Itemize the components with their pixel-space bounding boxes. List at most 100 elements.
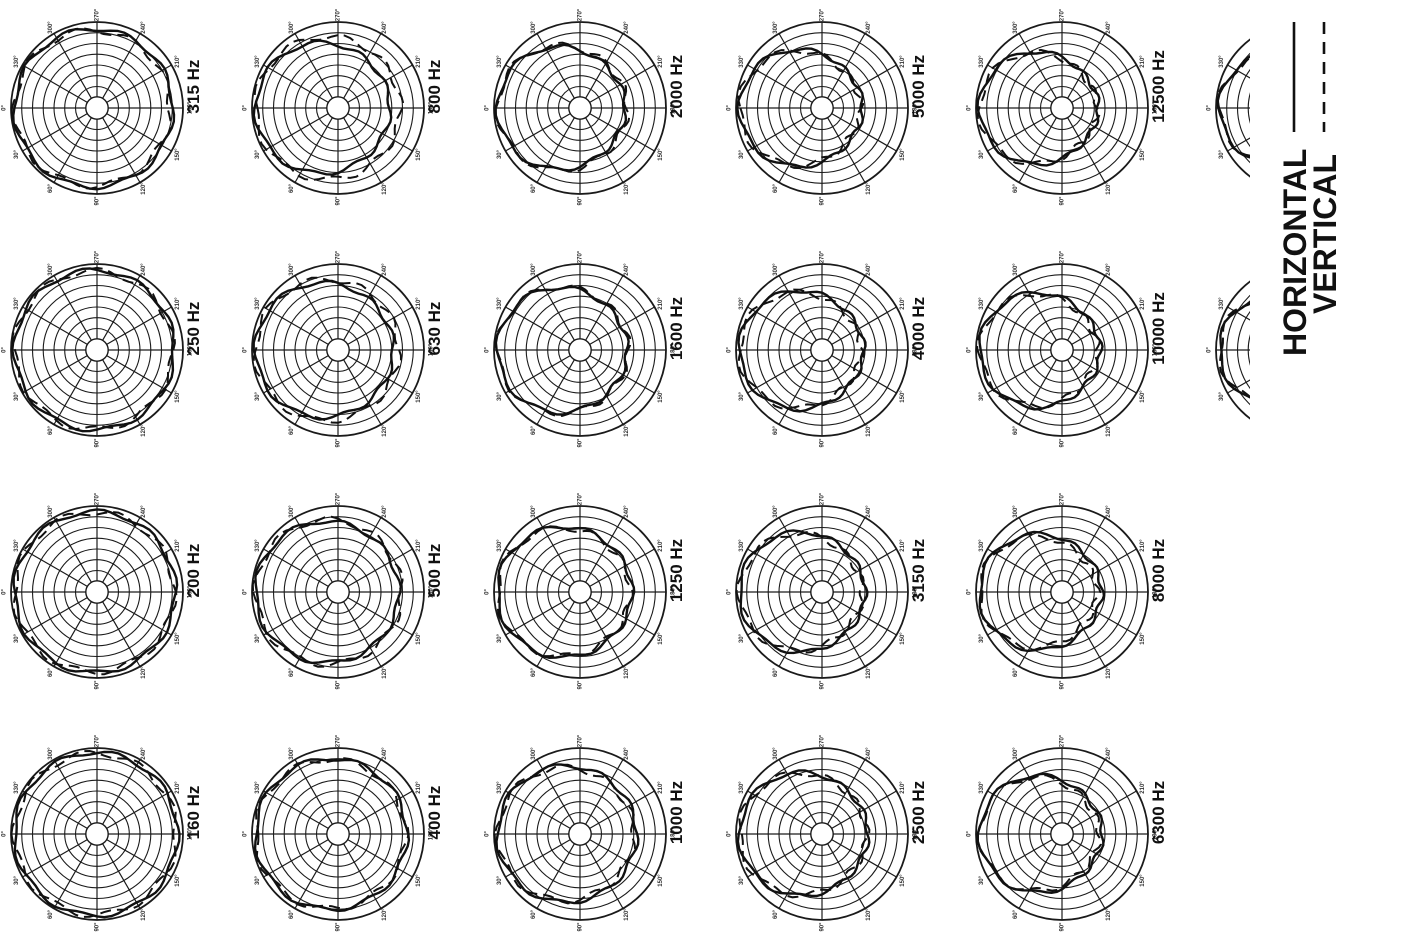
polar-spoke: [585, 759, 624, 825]
polar-spoke: [1067, 359, 1106, 425]
horizontal-response-curve: [736, 769, 871, 898]
angle-tick-label: 330°: [14, 781, 20, 794]
angle-tick-label: 210°: [900, 781, 906, 794]
polar-spoke: [987, 548, 1053, 587]
polar-spoke: [343, 117, 382, 183]
polar-spoke: [505, 306, 571, 345]
polar-plots-canvas: 0° 30° 60° 90° 120° 150° 180° 210° 240° 270° 300° 3…: [2, 8, 1250, 932]
angle-tick-label: 240°: [382, 747, 388, 760]
frequency-label: 400 Hz: [425, 786, 444, 840]
polar-spoke: [263, 839, 329, 878]
polar-spoke: [778, 117, 817, 183]
vertical-response-curve: [253, 34, 405, 182]
polar-spoke: [22, 597, 88, 636]
angle-tick-label: 240°: [624, 263, 630, 276]
angle-tick-label: 120°: [866, 182, 872, 195]
polar-plot: 0° 30° 60° 90° 120° 150° 180° 210° 240° 270° 300° 3…: [967, 250, 1168, 447]
angle-tick-label: 90°: [1060, 680, 1066, 690]
angle-tick-label: 270°: [95, 250, 101, 263]
polar-spoke: [987, 64, 1053, 103]
angle-tick-label: 240°: [141, 747, 147, 760]
angle-tick-label: 180°: [429, 343, 435, 356]
angle-tick-label: 180°: [913, 101, 919, 114]
polar-spoke: [831, 839, 897, 878]
frequency-label: 1250 Hz: [667, 539, 686, 602]
angle-tick-label: 210°: [900, 297, 906, 310]
angle-tick-label: 300°: [289, 263, 295, 276]
angle-tick-label: 150°: [658, 874, 664, 887]
polar-spoke: [22, 548, 88, 587]
angle-tick-label: 240°: [382, 263, 388, 276]
polar-spoke: [294, 117, 333, 183]
polar-plot: 0° 30° 60° 90° 120° 150° 180° 210° 240° 270° 300° 3…: [967, 492, 1168, 689]
angle-tick-label: 150°: [900, 632, 906, 645]
angle-tick-label: 30°: [497, 391, 503, 401]
angle-tick-label: 30°: [739, 149, 745, 159]
polar-spoke: [294, 275, 333, 341]
angle-tick-label: 150°: [416, 632, 422, 645]
angle-tick-label: 0°: [2, 589, 8, 595]
polar-spoke: [778, 275, 817, 341]
polar-spoke: [106, 597, 172, 636]
angle-tick-label: 180°: [429, 585, 435, 598]
angle-tick-label: 270°: [578, 250, 584, 263]
polar-spoke: [1227, 306, 1250, 321]
polar-spoke: [53, 117, 92, 183]
polar-spoke: [987, 839, 1053, 878]
polar-spoke: [505, 113, 571, 152]
angle-tick-label: 30°: [979, 875, 985, 885]
polar-spoke: [1071, 306, 1137, 345]
polar-spoke: [747, 790, 813, 829]
polar-center: [85, 822, 109, 846]
angle-tick-label: 330°: [497, 781, 503, 794]
polar-plot: 0° 30° 60° 90° 120° 150° 180° 210° 240° 270° 300° 3…: [485, 250, 686, 447]
polar-spoke: [827, 759, 866, 825]
angle-tick-label: 270°: [1060, 734, 1066, 747]
horizontal-response-curve: [495, 763, 640, 905]
angle-tick-label: 210°: [175, 55, 181, 68]
polar-spoke: [1018, 759, 1057, 825]
angle-tick-label: 120°: [624, 182, 630, 195]
angle-tick-label: 60°: [48, 425, 54, 435]
angle-tick-label: 210°: [175, 781, 181, 794]
polar-spoke: [1071, 597, 1137, 636]
frequency-label: 3150 Hz: [909, 539, 928, 602]
angle-tick-label: 180°: [671, 827, 677, 840]
polar-spoke: [53, 33, 92, 99]
horizontal-response-curve: [978, 530, 1106, 653]
angle-tick-label: 150°: [900, 148, 906, 161]
angle-tick-label: 270°: [578, 8, 584, 21]
polar-spoke: [585, 517, 624, 583]
angle-tick-label: 120°: [1106, 182, 1112, 195]
polar-spoke: [831, 113, 897, 152]
polar-center: [1050, 338, 1074, 362]
angle-tick-label: 30°: [1219, 391, 1225, 401]
polar-spoke: [585, 601, 624, 667]
angle-tick-label: 270°: [1060, 492, 1066, 505]
angle-tick-label: 300°: [773, 263, 779, 276]
angle-tick-label: 330°: [1219, 55, 1225, 68]
angle-tick-label: 30°: [979, 633, 985, 643]
polar-spoke: [53, 601, 92, 667]
angle-tick-label: 30°: [14, 633, 20, 643]
angle-tick-label: 180°: [429, 827, 435, 840]
angle-tick-label: 0°: [727, 831, 733, 837]
polar-plot: 0° 30° 60° 90° 120° 150° 180° 210° 240° 270° 300° 3…: [485, 492, 686, 689]
polar-spoke: [1018, 275, 1057, 341]
polar-spoke: [343, 275, 382, 341]
angle-tick-label: 120°: [382, 666, 388, 679]
polar-spoke: [106, 839, 172, 878]
polar-spoke: [778, 517, 817, 583]
angle-tick-label: 30°: [14, 149, 20, 159]
polar-spoke: [106, 548, 172, 587]
angle-tick-label: 240°: [1106, 263, 1112, 276]
vertical-response-curve: [251, 515, 404, 668]
polar-spoke: [747, 113, 813, 152]
polar-spoke: [294, 759, 333, 825]
polar-spoke: [1018, 33, 1057, 99]
angle-tick-label: 210°: [416, 781, 422, 794]
angle-tick-label: 0°: [1207, 105, 1213, 111]
polar-spoke: [536, 359, 575, 425]
polar-plot: 0° 30° 60° 90° 120° 150° 180° 210° 240° 270° 300° 3…: [727, 8, 928, 205]
angle-tick-label: 150°: [175, 632, 181, 645]
